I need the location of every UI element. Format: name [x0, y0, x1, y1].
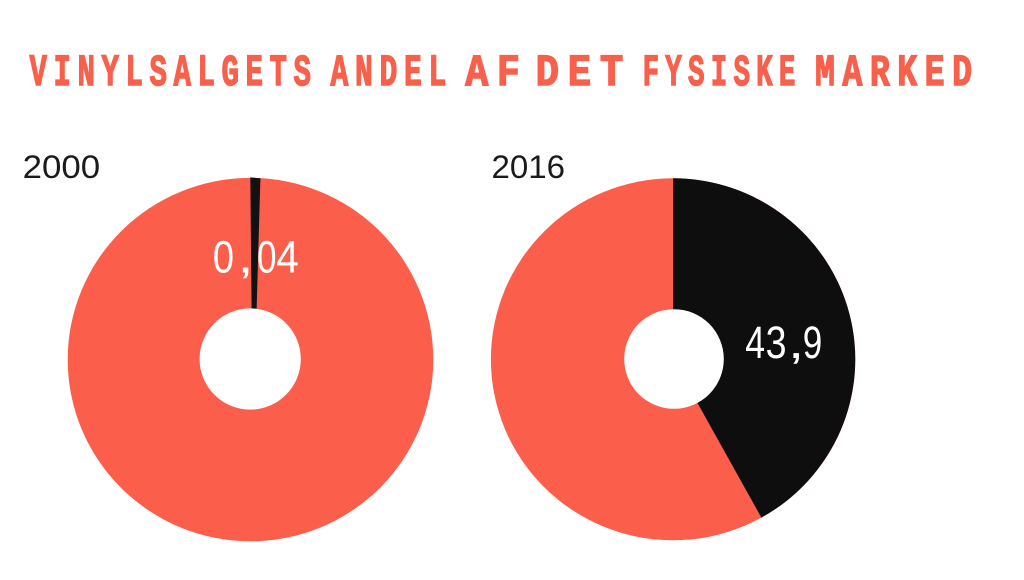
- svg-text:43,9: 43,9: [745, 317, 822, 368]
- svg-text:2000: 2000: [23, 149, 101, 185]
- svg-text:2016: 2016: [492, 149, 566, 185]
- svg-text:0,04: 0,04: [213, 232, 299, 283]
